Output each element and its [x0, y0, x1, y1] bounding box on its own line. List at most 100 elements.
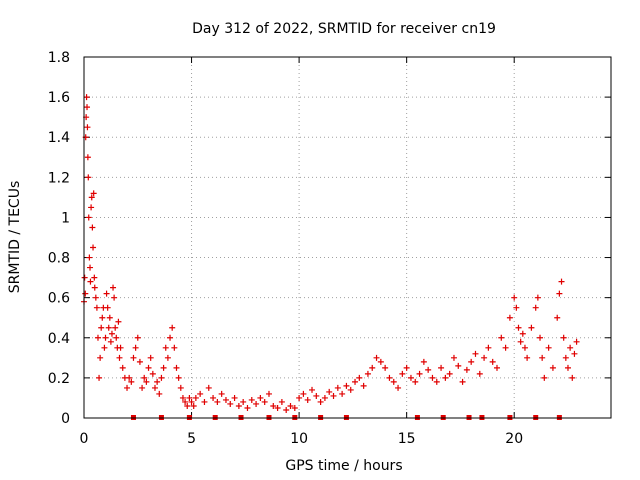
data-point — [167, 334, 174, 341]
data-point — [110, 284, 117, 291]
data-point — [313, 392, 320, 399]
data-point — [425, 366, 432, 373]
data-point — [558, 278, 565, 285]
data-point — [373, 354, 380, 361]
data-point — [455, 362, 462, 369]
data-point — [541, 374, 548, 381]
data-point — [116, 354, 123, 361]
data-point — [278, 398, 285, 405]
data-point — [84, 104, 91, 111]
data-points — [81, 94, 580, 413]
data-point — [90, 244, 97, 251]
data-point — [93, 304, 100, 311]
data-point — [92, 294, 99, 301]
y-tick-label: 0 — [61, 411, 70, 427]
data-point — [472, 350, 479, 357]
data-point — [412, 378, 419, 385]
data-point — [347, 386, 354, 393]
data-point — [270, 402, 277, 409]
data-point — [160, 364, 167, 371]
data-point — [231, 394, 238, 401]
data-point — [182, 398, 189, 405]
y-tick-label: 1.4 — [48, 130, 70, 146]
data-point — [567, 344, 574, 351]
data-point — [162, 344, 169, 351]
data-point — [98, 324, 105, 331]
data-point — [571, 350, 578, 357]
data-point — [91, 274, 98, 281]
data-point — [83, 94, 90, 101]
data-point — [88, 194, 95, 201]
y-axis-label: SRMTID / TECUs — [7, 181, 23, 294]
data-point — [113, 334, 120, 341]
y-tick-label: 0.4 — [48, 331, 70, 347]
data-point — [89, 224, 96, 231]
y-tick-label: 0.6 — [48, 291, 70, 307]
y-tick-label: 1.2 — [48, 170, 70, 186]
data-point — [164, 354, 171, 361]
data-point — [356, 374, 363, 381]
data-point — [326, 388, 333, 395]
x-tick-label: 20 — [505, 431, 523, 447]
plot-frame — [83, 56, 612, 419]
data-point — [459, 378, 466, 385]
data-point — [403, 364, 410, 371]
data-point — [130, 354, 137, 361]
data-point — [94, 334, 101, 341]
data-point — [169, 324, 176, 331]
data-point — [235, 402, 242, 409]
data-point — [103, 290, 110, 297]
data-point — [84, 154, 91, 161]
data-point — [115, 318, 122, 325]
data-point — [291, 404, 298, 411]
data-point — [91, 284, 98, 291]
y-tick-label: 1 — [61, 210, 70, 226]
data-point — [382, 364, 389, 371]
data-point — [564, 364, 571, 371]
data-point — [145, 364, 152, 371]
data-point — [265, 390, 272, 397]
data-point — [360, 382, 367, 389]
data-point — [521, 344, 528, 351]
data-point — [102, 334, 109, 341]
data-point — [90, 190, 97, 197]
data-point — [86, 254, 93, 261]
data-point — [248, 396, 255, 403]
data-point — [515, 324, 522, 331]
data-point — [87, 264, 94, 271]
data-point — [485, 344, 492, 351]
data-point — [205, 384, 212, 391]
data-point — [416, 370, 423, 377]
data-point — [177, 384, 184, 391]
data-point — [119, 364, 126, 371]
data-point — [214, 398, 221, 405]
data-point — [82, 290, 89, 297]
y-tick-labels: 0 0.2 0.4 0.6 0.8 1 1.2 1.4 1.6 1.8 — [48, 50, 70, 427]
data-point — [309, 386, 316, 393]
data-point — [218, 390, 225, 397]
data-point — [442, 374, 449, 381]
data-point — [407, 374, 414, 381]
data-point — [128, 378, 135, 385]
data-point — [186, 394, 193, 401]
data-point — [192, 394, 199, 401]
data-point — [108, 330, 115, 337]
data-point — [511, 294, 518, 301]
data-point — [352, 378, 359, 385]
data-point — [227, 400, 234, 407]
data-point — [498, 334, 505, 341]
data-point — [139, 384, 146, 391]
data-point — [184, 402, 191, 409]
data-point — [569, 374, 576, 381]
data-point — [104, 304, 111, 311]
y-tick-label: 0.2 — [48, 371, 70, 387]
grid-lines — [84, 57, 611, 418]
data-point — [321, 394, 328, 401]
data-point — [96, 374, 103, 381]
data-point — [386, 374, 393, 381]
data-point — [222, 396, 229, 403]
data-point — [556, 290, 563, 297]
data-point — [304, 396, 311, 403]
data-point — [524, 354, 531, 361]
